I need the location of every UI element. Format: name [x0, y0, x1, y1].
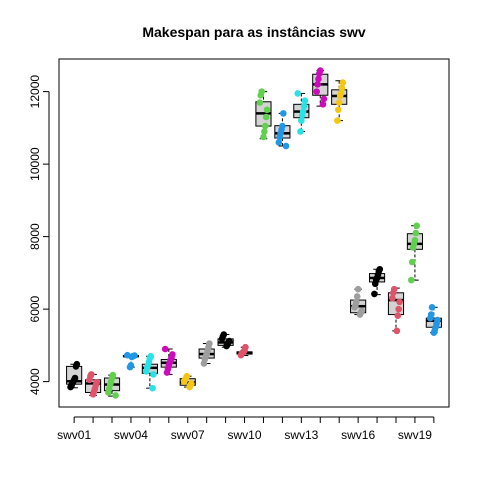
- box-swv07: [180, 373, 195, 390]
- data-point: [280, 110, 287, 117]
- data-point: [358, 308, 365, 315]
- data-point: [162, 346, 169, 353]
- data-point: [412, 237, 419, 244]
- y-tick-label: 8000: [28, 223, 42, 250]
- data-point: [131, 352, 138, 359]
- data-point: [302, 97, 309, 104]
- data-point: [150, 371, 157, 378]
- box-swv19: [407, 222, 422, 283]
- data-point: [242, 344, 249, 351]
- box-swv10: [237, 344, 252, 359]
- data-point: [188, 380, 195, 387]
- data-point: [313, 88, 320, 95]
- plot-frame: [59, 59, 449, 407]
- box-swv15: [332, 79, 347, 124]
- data-point: [74, 361, 81, 368]
- box-swv03: [104, 372, 119, 399]
- data-point: [334, 117, 341, 124]
- box-swv04: [123, 352, 138, 371]
- box-swv05: [142, 353, 157, 392]
- data-point: [428, 311, 435, 318]
- box-swv16: [351, 286, 366, 318]
- data-point: [371, 291, 378, 298]
- x-tick-label: swv13: [284, 428, 318, 442]
- data-point: [257, 99, 264, 106]
- y-tick-label: 6000: [28, 295, 42, 322]
- data-point: [335, 106, 342, 113]
- box-swv13: [294, 90, 309, 135]
- data-point: [376, 266, 383, 273]
- box-swv18: [388, 286, 403, 334]
- data-point: [264, 106, 271, 113]
- data-point: [409, 259, 416, 266]
- data-point: [413, 222, 420, 229]
- x-tick-label: swv07: [171, 428, 205, 442]
- data-point: [413, 230, 420, 237]
- data-point: [396, 299, 403, 306]
- data-point: [394, 312, 401, 319]
- data-point: [226, 338, 233, 345]
- data-point: [355, 286, 362, 293]
- data-point: [297, 128, 304, 135]
- data-point: [128, 362, 135, 369]
- box-swv08: [199, 340, 214, 367]
- data-point: [124, 352, 131, 359]
- data-point: [263, 114, 270, 121]
- data-point: [88, 371, 95, 378]
- data-point: [395, 306, 402, 313]
- data-point: [354, 293, 361, 300]
- y-tick-label: 12000: [28, 75, 42, 109]
- data-point: [112, 392, 119, 399]
- y-tick-label: 10000: [28, 147, 42, 181]
- x-tick-label: swv19: [398, 428, 432, 442]
- data-point: [339, 79, 346, 86]
- data-point: [391, 286, 398, 293]
- data-point: [93, 379, 100, 386]
- data-point: [429, 304, 436, 311]
- data-point: [206, 340, 213, 347]
- plot-area: [67, 67, 442, 398]
- data-point: [279, 123, 286, 130]
- data-point: [149, 385, 156, 392]
- y-axis: 4000 6000 8000 10000 12000: [28, 75, 49, 395]
- chart-title: Makespan para as instâncias swv: [142, 24, 366, 40]
- x-tick-label: swv01: [57, 428, 91, 442]
- data-point: [317, 67, 324, 74]
- data-point: [72, 375, 79, 382]
- data-point: [110, 372, 117, 379]
- data-point: [394, 328, 401, 335]
- x-axis: swv01 swv04 swv07 swv10 swv13 swv16 swv19: [57, 417, 434, 442]
- data-point: [283, 143, 290, 150]
- data-point: [169, 351, 176, 358]
- data-point: [184, 373, 191, 380]
- x-tick-label: swv16: [341, 428, 375, 442]
- box-swv11: [256, 88, 271, 140]
- data-point: [294, 90, 301, 97]
- data-point: [258, 88, 265, 95]
- box-swv20: [426, 304, 441, 336]
- data-point: [262, 123, 269, 130]
- box-swv12: [275, 110, 290, 149]
- box-swv01: [67, 361, 82, 390]
- box-swv17: [369, 266, 384, 297]
- data-point: [434, 317, 441, 324]
- y-tick-label: 4000: [28, 368, 42, 395]
- data-point: [321, 96, 328, 103]
- x-tick-label: swv10: [228, 428, 262, 442]
- data-point: [221, 331, 228, 338]
- box-swv09: [218, 331, 233, 349]
- x-tick-label: swv04: [114, 428, 148, 442]
- data-point: [336, 99, 343, 106]
- box-swv14: [313, 67, 328, 107]
- data-point: [147, 353, 154, 360]
- box-swv02: [86, 371, 101, 398]
- data-point: [408, 277, 415, 284]
- box-swv06: [161, 346, 176, 376]
